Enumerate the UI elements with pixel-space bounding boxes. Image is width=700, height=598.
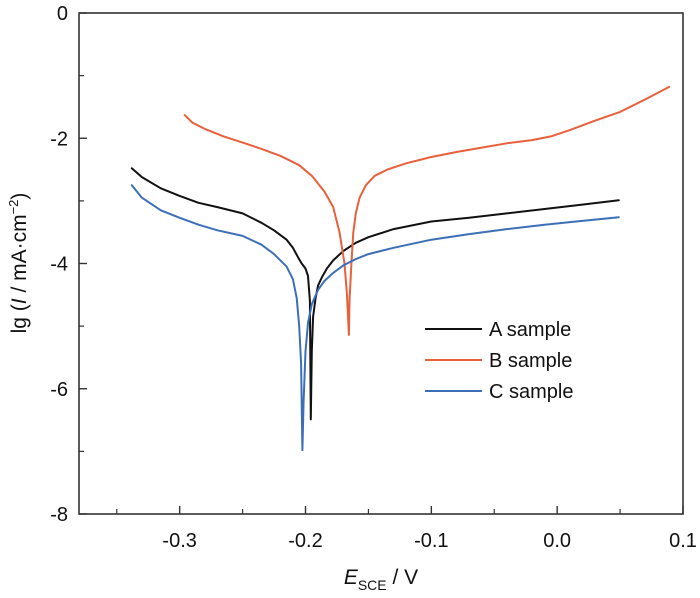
y-tick-label: -8 xyxy=(50,504,68,526)
legend-item: A sample xyxy=(425,319,571,341)
plot-frame xyxy=(78,12,684,515)
y-axis-title-var: I xyxy=(8,298,31,304)
y-tick-label: -4 xyxy=(50,254,68,276)
legend-item: B sample xyxy=(425,350,572,372)
legend-label: C sample xyxy=(489,381,573,403)
series-line-b-sample xyxy=(183,85,671,336)
axes-layer xyxy=(78,12,684,515)
x-tick-label: -0.2 xyxy=(288,530,322,552)
y-axis-title-unit: / mA·cm xyxy=(8,214,31,298)
x-axis-title: ESCE / V xyxy=(344,566,418,593)
series-layer xyxy=(130,85,671,452)
ticks-layer: -0.3 -0.2 -0.1 0.0 0.1 0 -2 -4 -6 -8 xyxy=(50,3,697,552)
x-axis-title-sub: SCE xyxy=(358,577,387,593)
y-axis-title-exp: −2 xyxy=(6,200,21,215)
y-axis-title: lg (I / mA·cm−2) xyxy=(6,193,31,334)
legend-label: A sample xyxy=(489,319,571,341)
x-tick-label: 0.1 xyxy=(669,530,697,552)
series-line-c-sample xyxy=(130,184,620,452)
x-tick-label: 0.0 xyxy=(543,530,571,552)
legend: A sample B sample C sample xyxy=(425,319,573,403)
y-axis-title-prefix: lg ( xyxy=(8,304,31,333)
y-tick-label: -2 xyxy=(50,128,68,150)
series-line-a-sample xyxy=(130,167,620,421)
x-axis-title-main: E xyxy=(344,566,359,589)
y-axis-title-suffix: ) xyxy=(8,193,31,200)
x-tick-label: -0.3 xyxy=(162,530,196,552)
legend-label: B sample xyxy=(489,350,572,372)
legend-item: C sample xyxy=(425,381,573,403)
y-tick-label: 0 xyxy=(57,3,68,25)
y-tick-label: -6 xyxy=(50,379,68,401)
x-axis-title-unit: / V xyxy=(387,566,419,589)
x-tick-label: -0.1 xyxy=(414,530,448,552)
